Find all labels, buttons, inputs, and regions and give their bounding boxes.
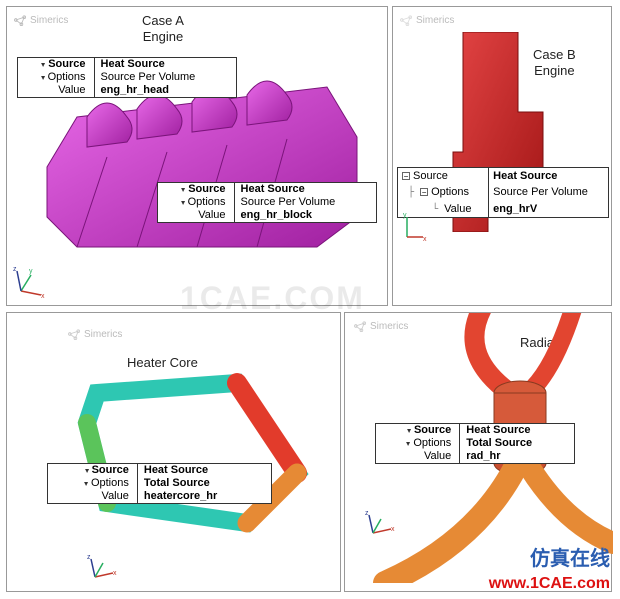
simerics-logo: Simerics xyxy=(399,13,454,27)
source-box-head: SourceHeat Source OptionsSource Per Volu… xyxy=(17,57,237,98)
panel-case-a: Simerics Case AEngine SourceHea xyxy=(6,6,388,306)
svg-text:x: x xyxy=(423,236,427,243)
axis-triad: x z xyxy=(365,507,399,541)
footer-chinese: 仿真在线 xyxy=(530,542,610,571)
source-box-block: SourceHeat Source OptionsSource Per Volu… xyxy=(157,182,377,223)
source-box-heater: SourceHeat Source OptionsTotal Source Va… xyxy=(47,463,272,504)
panel-case-b: Simerics Case BEngine −SourceHeat Source… xyxy=(392,6,612,306)
svg-text:y: y xyxy=(403,212,407,219)
panel-title: Case AEngine xyxy=(142,13,184,44)
svg-text:x: x xyxy=(391,526,395,533)
axis-triad: y x xyxy=(399,211,429,245)
footer-url: www.1CAE.com xyxy=(489,575,610,593)
svg-text:z: z xyxy=(365,510,369,517)
axis-triad: x y z xyxy=(13,265,47,299)
svg-text:y: y xyxy=(29,268,33,275)
heater-core-shape xyxy=(37,353,337,553)
svg-text:x: x xyxy=(113,570,117,577)
source-box-radiator: SourceHeat Source OptionsTotal Source Va… xyxy=(375,423,575,464)
svg-text:x: x xyxy=(41,293,45,299)
simerics-logo: Simerics xyxy=(67,327,122,341)
svg-text:z: z xyxy=(87,554,91,561)
panel-heater-core: Simerics Heater Core SourceHeat Source O… xyxy=(6,312,341,592)
axis-triad: x z xyxy=(87,551,121,585)
simerics-logo: Simerics xyxy=(13,13,68,27)
svg-text:z: z xyxy=(13,266,17,273)
